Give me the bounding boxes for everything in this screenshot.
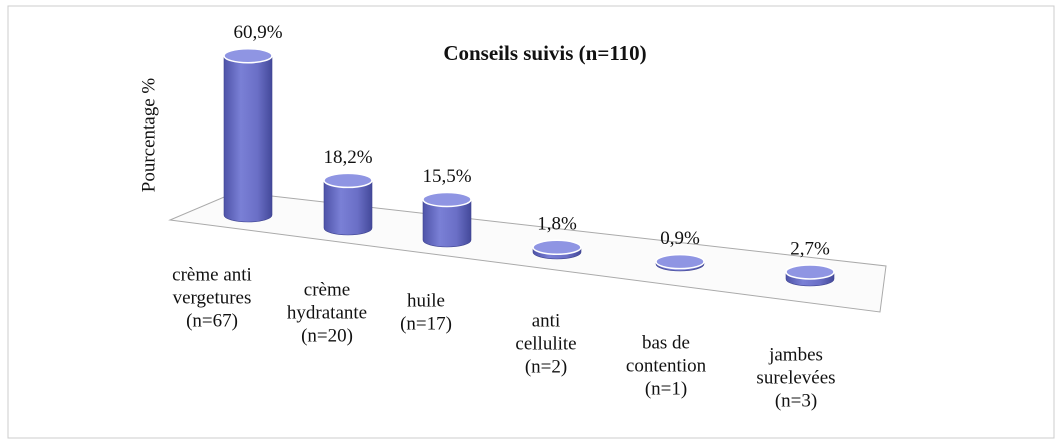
bar (323, 180, 373, 236)
value-label: 0,9% (660, 228, 700, 249)
bar (422, 199, 472, 248)
bar (223, 55, 273, 223)
x-tick-label: hydratante (287, 302, 367, 323)
x-tick-label: (n=67) (186, 310, 238, 331)
x-tick-label: crème (304, 279, 350, 300)
value-label: 60,9% (233, 22, 282, 43)
value-label: 1,8% (537, 214, 577, 235)
value-label: 15,5% (422, 166, 471, 187)
bar-top (223, 47, 273, 64)
chart-frame (7, 5, 1055, 439)
x-tick-label: (n=3) (775, 390, 817, 411)
bar-top (323, 172, 373, 189)
x-tick-label: cellulite (515, 333, 576, 354)
bar-top (532, 239, 582, 256)
bar-top (655, 253, 705, 270)
floor (168, 191, 887, 313)
chart-title: Conseils suivis (n=110) (443, 41, 646, 65)
x-tick-label: crème anti (172, 264, 252, 285)
x-tick-label: contention (626, 355, 707, 376)
x-tick-label: jambes (768, 344, 823, 365)
x-tick-label: surelevées (756, 367, 835, 388)
bar-top (422, 191, 472, 208)
value-label: 2,7% (790, 238, 830, 259)
x-tick-label: huile (407, 290, 445, 311)
x-tick-label: vergetures (173, 287, 252, 308)
value-label: 18,2% (323, 147, 372, 168)
x-tick-label: anti (532, 310, 561, 331)
bar-top (785, 264, 835, 280)
x-tick-label: (n=1) (645, 378, 687, 399)
x-tick-label: (n=2) (525, 356, 567, 377)
x-tick-label: bas de (642, 332, 690, 353)
y-axis-label: Pourcentage % (138, 78, 159, 193)
x-tick-label: (n=20) (301, 325, 353, 346)
x-tick-label: (n=17) (400, 313, 452, 334)
